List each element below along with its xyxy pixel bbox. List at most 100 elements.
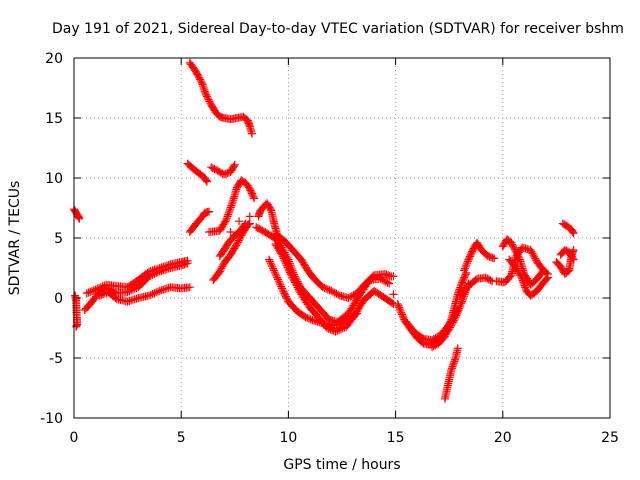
data-point-arc-p [271, 270, 280, 278]
y-tick-label: 15 [45, 111, 63, 127]
data-point-arc-e [152, 288, 161, 297]
data-point-arc-p [281, 292, 290, 301]
data-point-arc-y [538, 267, 547, 276]
data-point-arc-r [398, 310, 407, 319]
data-point-arc-r [399, 313, 408, 322]
data-point-arc-t [442, 328, 451, 337]
data-point-arc-z [516, 271, 525, 280]
y-tick-label: 20 [45, 51, 63, 67]
data-point-arc-y [510, 245, 519, 254]
x-tick-label: 15 [387, 430, 405, 446]
data-point-arc-o [292, 281, 301, 290]
data-point-arc-t [456, 281, 465, 290]
data-point-arc-p [273, 275, 282, 284]
data-point-arc-o [286, 270, 295, 279]
data-point-isolated [226, 228, 235, 236]
data-point-arc-q [318, 283, 327, 292]
data-point-arc-t [445, 321, 454, 330]
data-point-arc-l [235, 234, 244, 243]
data-point-arc-o [326, 325, 335, 334]
x-axis-label: GPS time / hours [283, 457, 400, 473]
data-point-arc-n [378, 275, 387, 284]
data-point-arc-p [335, 320, 344, 329]
data-point-arc-l [232, 240, 241, 248]
data-point-arc-q [320, 283, 329, 292]
y-tick-label: -10 [40, 411, 63, 427]
data-point-arc-p [265, 257, 274, 266]
data-point-arc-o [294, 285, 303, 294]
data-point-arc-t [461, 270, 470, 279]
data-point-arc-z [514, 267, 523, 276]
data-point-arc-q [330, 288, 339, 297]
data-point-arc-o [277, 250, 286, 259]
data-point-arc-p [269, 264, 278, 273]
data-point-arc-o [281, 259, 290, 268]
data-point-arc-d [143, 268, 152, 277]
data-point-arc-o [331, 327, 340, 336]
chart-title: Day 191 of 2021, Sidereal Day-to-day VTE… [52, 21, 624, 37]
data-point-arc-p [341, 318, 350, 327]
data-point-arc-d [91, 285, 100, 294]
y-tick-label: -5 [49, 351, 63, 367]
data-point-arc-o [290, 278, 299, 287]
data-point-arc-d [98, 282, 107, 291]
y-axis-ticks: -10 -5 0 5 10 15 20 [40, 51, 610, 427]
data-point-arc-j [227, 201, 236, 210]
data-point-arc-q [332, 289, 341, 298]
data-point-arc-f [202, 92, 211, 101]
data-point-arc-v [461, 262, 470, 271]
data-point-arc-o [290, 276, 299, 285]
data-point-arc-f [202, 90, 211, 99]
data-point-arc-u [453, 344, 462, 353]
data-point-arc-y [513, 250, 522, 259]
data-point-arc-e [146, 290, 155, 299]
data-point-arc-z [512, 264, 521, 273]
data-point-arc-r [398, 312, 407, 321]
data-point-arc-t [441, 330, 450, 339]
data-point-arc-n [381, 277, 390, 286]
data-point-arc-l [215, 267, 224, 276]
data-point-arc-q [325, 286, 334, 295]
data-point-arc-o [295, 286, 304, 295]
x-tick-label: 20 [494, 430, 512, 446]
data-point-arc-u [448, 362, 457, 371]
data-point-arc-l [234, 236, 243, 245]
data-point-arc-c [130, 284, 139, 293]
data-point-arc-v [490, 254, 499, 263]
data-point-arc-j [224, 210, 233, 219]
data-point-arc-q [347, 292, 356, 301]
data-point-arc-l [216, 265, 225, 274]
data-point-arc-ac [568, 254, 577, 263]
data-point-arc-f [204, 95, 213, 104]
data-point-arc-r [397, 308, 406, 317]
data-point-arc-d [93, 284, 102, 293]
data-point-arc-x [527, 247, 536, 256]
data-point-arc-u [450, 357, 459, 366]
y-axis-label: SDTVAR / TECUs [7, 181, 23, 296]
data-point-arc-p [266, 259, 275, 268]
data-point-arc-j [250, 194, 259, 203]
data-point-arc-z [515, 269, 524, 278]
data-point-arc-p [277, 284, 286, 293]
data-point-arc-u [451, 355, 460, 364]
data-point-arc-o [328, 326, 337, 335]
data-point-arc-y [515, 253, 524, 262]
data-point-arc-v [463, 257, 472, 266]
data-point-arc-y [509, 243, 518, 252]
data-point-arc-ab [568, 228, 577, 236]
data-point-arc-o [282, 261, 291, 270]
data-point-arc-n [383, 278, 392, 287]
data-point-arc-x [529, 251, 538, 260]
data-point-arc-p [276, 280, 285, 289]
data-point-arc-o [333, 326, 342, 335]
data-point-arc-x [526, 246, 535, 254]
data-point-arc-r [395, 305, 404, 314]
data-point-arc-b [72, 322, 81, 331]
data-point-arc-o [335, 326, 344, 334]
data-point-arc-l [218, 262, 227, 271]
data-point-arc-d [88, 287, 97, 296]
data-point-arc-i [205, 207, 214, 216]
data-point-arc-z [521, 283, 530, 292]
data-point-arc-p [304, 314, 313, 323]
